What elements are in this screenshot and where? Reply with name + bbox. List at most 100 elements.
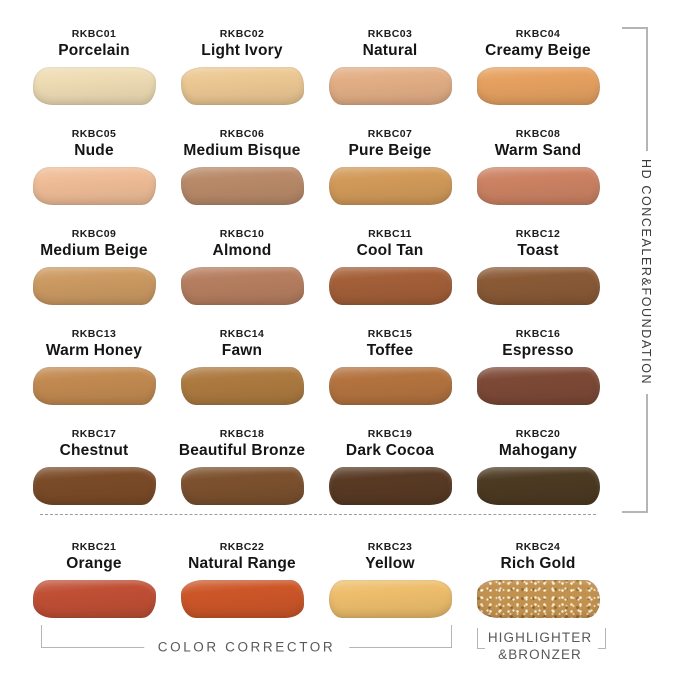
- shade-swatch: [32, 67, 156, 105]
- shade-cell: RKBC19 Dark Cocoa: [316, 414, 464, 514]
- highlighter-bracket-left-corner: [477, 628, 485, 649]
- shade-cell: RKBC14 Fawn: [168, 314, 316, 414]
- shade-code: RKBC13: [71, 328, 117, 340]
- shade-swatch: [476, 67, 600, 105]
- shade-cell: RKBC18 Beautiful Bronze: [168, 414, 316, 514]
- shade-cell: RKBC23 Yellow: [316, 527, 464, 619]
- shade-code: RKBC05: [71, 128, 117, 140]
- shade-cell: RKBC24 Rich Gold: [464, 527, 612, 619]
- shade-code: RKBC02: [219, 28, 265, 40]
- shade-swatch: [32, 580, 156, 618]
- shade-code: RKBC24: [515, 541, 561, 553]
- shade-swatch: [328, 580, 452, 618]
- shade-code: RKBC15: [367, 328, 413, 340]
- shade-swatch: [180, 167, 304, 205]
- shade-cell: RKBC09 Medium Beige: [20, 214, 168, 314]
- shade-cell: RKBC05 Nude: [20, 114, 168, 214]
- shade-name: Fawn: [221, 342, 263, 359]
- shade-cell: RKBC21 Orange: [20, 527, 168, 619]
- color-corrector-bracket: COLOR CORRECTOR: [41, 625, 452, 655]
- highlighter-bronzer-label: HIGHLIGHTER &BRONZER: [484, 630, 596, 663]
- shade-cell: RKBC01 Porcelain: [20, 14, 168, 114]
- shade-name: Rich Gold: [500, 555, 576, 572]
- shade-name: Espresso: [502, 342, 574, 359]
- shade-swatch: [328, 67, 452, 105]
- shade-swatch: [476, 580, 600, 618]
- shade-name: Cool Tan: [356, 242, 424, 259]
- shade-code: RKBC23: [367, 541, 413, 553]
- shade-swatch: [180, 67, 304, 105]
- corrector-highlighter-grid: RKBC21 Orange RKBC22 Natural Range RKBC2…: [20, 527, 612, 619]
- shade-code: RKBC09: [71, 228, 117, 240]
- shade-cell: RKBC08 Warm Sand: [464, 114, 612, 214]
- shade-cell: RKBC03 Natural: [316, 14, 464, 114]
- shade-cell: RKBC02 Light Ivory: [168, 14, 316, 114]
- shade-swatch: [476, 167, 600, 205]
- shade-cell: RKBC10 Almond: [168, 214, 316, 314]
- highlighter-bracket-right-corner: [598, 628, 606, 649]
- shade-code: RKBC10: [219, 228, 265, 240]
- shade-name: Warm Honey: [45, 342, 143, 359]
- highlighter-label-line1: HIGHLIGHTER: [487, 630, 593, 645]
- highlighter-label-line2: &BRONZER: [498, 646, 582, 662]
- shade-swatch: [180, 467, 304, 505]
- shade-code: RKBC14: [219, 328, 265, 340]
- shade-name: Creamy Beige: [485, 42, 591, 59]
- shade-code: RKBC08: [515, 128, 561, 140]
- shade-name: Dark Cocoa: [345, 442, 435, 459]
- shade-code: RKBC16: [515, 328, 561, 340]
- group-divider-dashed-line: [40, 514, 596, 515]
- shade-cell: RKBC11 Cool Tan: [316, 214, 464, 314]
- shade-code: RKBC22: [219, 541, 265, 553]
- shade-swatch: [328, 467, 452, 505]
- shade-name: Pure Beige: [348, 142, 432, 159]
- shade-code: RKBC04: [515, 28, 561, 40]
- shade-cell: RKBC06 Medium Bisque: [168, 114, 316, 214]
- shade-name: Light Ivory: [201, 42, 283, 59]
- shade-cell: RKBC04 Creamy Beige: [464, 14, 612, 114]
- shade-cell: RKBC13 Warm Honey: [20, 314, 168, 414]
- shade-name: Toast: [517, 242, 559, 259]
- shade-code: RKBC20: [515, 428, 561, 440]
- shade-swatch: [32, 367, 156, 405]
- shade-name: Yellow: [365, 555, 415, 572]
- shade-name: Medium Beige: [40, 242, 148, 259]
- shade-swatch: [32, 267, 156, 305]
- shade-swatch: [180, 267, 304, 305]
- shade-cell: RKBC15 Toffee: [316, 314, 464, 414]
- shade-cell: RKBC16 Espresso: [464, 314, 612, 414]
- shade-name: Orange: [66, 555, 122, 572]
- shade-cell: RKBC12 Toast: [464, 214, 612, 314]
- shade-code: RKBC03: [367, 28, 413, 40]
- shade-cell: RKBC17 Chestnut: [20, 414, 168, 514]
- shade-name: Toffee: [366, 342, 414, 359]
- shade-swatch: [180, 367, 304, 405]
- shade-code: RKBC12: [515, 228, 561, 240]
- shade-code: RKBC06: [219, 128, 265, 140]
- shade-name: Warm Sand: [494, 142, 582, 159]
- right-bracket-upper-line: [646, 27, 648, 151]
- shade-swatch: [476, 267, 600, 305]
- shade-swatch: [32, 167, 156, 205]
- shade-name: Natural Range: [188, 555, 296, 572]
- shade-code: RKBC21: [71, 541, 117, 553]
- shade-name: Medium Bisque: [183, 142, 301, 159]
- shade-name: Chestnut: [59, 442, 129, 459]
- shade-name: Porcelain: [58, 42, 130, 59]
- shade-cell: RKBC07 Pure Beige: [316, 114, 464, 214]
- shade-name: Almond: [212, 242, 272, 259]
- shade-code: RKBC19: [367, 428, 413, 440]
- shade-code: RKBC07: [367, 128, 413, 140]
- shade-code: RKBC11: [368, 228, 412, 240]
- color-corrector-label: COLOR CORRECTOR: [143, 639, 350, 655]
- shade-swatch: [476, 467, 600, 505]
- shade-swatch: [328, 367, 452, 405]
- shade-swatch: [328, 167, 452, 205]
- shade-cell: RKBC22 Natural Range: [168, 527, 316, 619]
- shade-cell: RKBC20 Mahogany: [464, 414, 612, 514]
- shade-code: RKBC18: [219, 428, 265, 440]
- shade-swatch: [180, 580, 304, 618]
- right-bracket-lower-line: [646, 394, 648, 511]
- concealer-foundation-grid: RKBC01 Porcelain RKBC02 Light Ivory RKBC…: [20, 14, 612, 514]
